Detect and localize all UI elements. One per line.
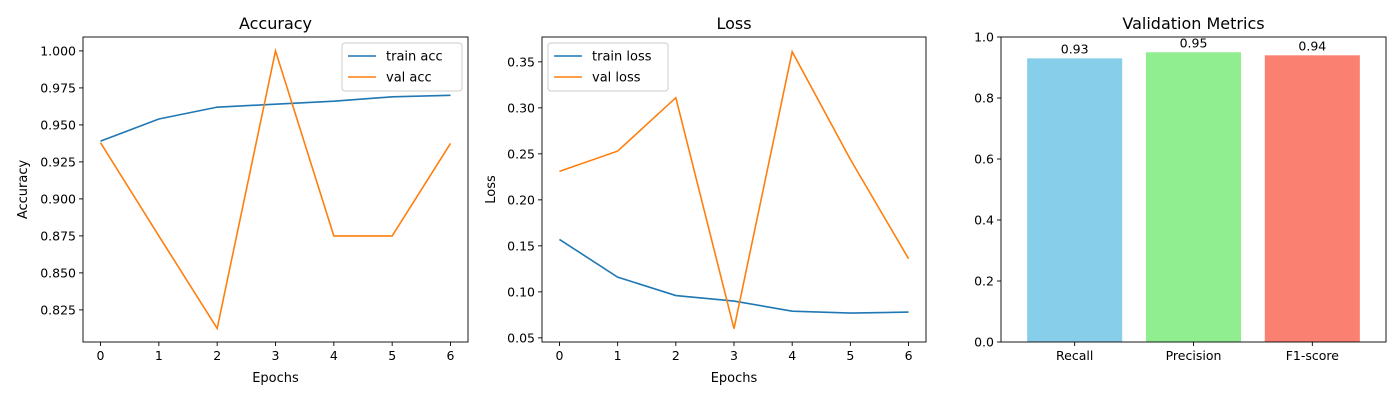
chart-1-ytick-label: 0.20 — [507, 192, 535, 207]
chart-0-legend-label-0: train acc — [386, 50, 443, 65]
chart-0-ytick-label: 1.000 — [40, 43, 76, 58]
chart-1-xtick-label: 2 — [672, 348, 680, 363]
chart-1-legend-label-0: train loss — [592, 50, 652, 65]
chart-2-bar-recall — [1027, 58, 1123, 342]
chart-0-ytick-label: 0.850 — [40, 265, 76, 280]
chart-0-xtick-label: 0 — [97, 348, 105, 363]
chart-1-legend-box — [547, 42, 669, 92]
chart-0-xlabel: Epochs — [252, 371, 299, 386]
chart-1-xtick-label: 0 — [555, 348, 563, 363]
chart-0: Accuracy 0 1 2 3 4 5 6 0.825 0.850 0.875 0.900 0.925… — [16, 14, 469, 386]
chart-1-ytick-label: 0.10 — [507, 284, 535, 299]
chart-2-ytick-label: 0.4 — [974, 213, 994, 228]
chart-1-ylabel: Loss — [484, 175, 499, 204]
chart-2-bar-value-label: 0.95 — [1180, 35, 1208, 50]
chart-2-ytick-label: 0.8 — [974, 91, 994, 106]
chart-0-ylabel: Accuracy — [16, 160, 31, 220]
chart-2-bar-value-label: 0.94 — [1298, 38, 1326, 53]
chart-0-xtick-label: 2 — [213, 348, 221, 363]
chart-2: 0.93 0.95 0.94 Validation Metrics Recall Prec… — [974, 14, 1387, 363]
chart-1-xlabel: Epochs — [711, 371, 758, 386]
chart-0-ytick-label: 0.925 — [40, 154, 76, 169]
chart-2-ytick-label: 1.0 — [974, 30, 994, 45]
chart-0-legend: train acc val acc — [341, 42, 463, 92]
chart-2-bar-precision — [1145, 52, 1242, 342]
chart-1-series-0-line — [559, 238, 909, 314]
chart-1-xtick-label: 5 — [846, 348, 854, 363]
chart-1: Loss 0 1 2 3 4 5 6 0.05 0.10 0.15 0.20 0.25 0.30 0.35 E… — [484, 14, 927, 386]
chart-0-xtick-label: 1 — [155, 348, 163, 363]
chart-2-title: Validation Metrics — [1122, 14, 1264, 33]
chart-1-ytick-label: 0.30 — [507, 100, 535, 115]
chart-0-ytick-label: 0.975 — [40, 80, 76, 95]
chart-1-title: Loss — [716, 14, 751, 33]
chart-1-xtick-label: 3 — [730, 348, 738, 363]
chart-2-ytick-label: 0.6 — [974, 152, 994, 167]
chart-1-xtick-label: 1 — [614, 348, 622, 363]
chart-1-legend-label-1: val loss — [592, 71, 641, 86]
chart-1-ytick-label: 0.25 — [507, 146, 535, 161]
chart-2-xtick-label: F1-score — [1286, 348, 1340, 363]
chart-2-ytick-label: 0.0 — [974, 335, 994, 350]
chart-1-xtick-label: 4 — [788, 348, 796, 363]
chart-0-title: Accuracy — [239, 14, 312, 33]
chart-0-xtick-label: 6 — [447, 348, 455, 363]
chart-2-ytick-label: 0.2 — [974, 274, 994, 289]
chart-2-xtick-label: Precision — [1166, 348, 1222, 363]
chart-0-legend-label-1: val acc — [386, 71, 432, 86]
chart-0-ytick-label: 0.825 — [40, 302, 76, 317]
chart-2-xtick-label: Recall — [1056, 348, 1093, 363]
chart-0-series-1-line — [99, 47, 452, 331]
chart-0-xtick-label: 4 — [330, 348, 338, 363]
chart-1-legend: train loss val loss — [547, 42, 669, 92]
chart-1-xtick-label: 6 — [905, 348, 913, 363]
chart-0-ytick-label: 0.900 — [40, 191, 76, 206]
chart-0-legend-box — [341, 42, 463, 92]
chart-0-xtick-label: 3 — [272, 348, 280, 363]
chart-0-ytick-label: 0.875 — [40, 228, 76, 243]
chart-0-ytick-label: 0.950 — [40, 117, 76, 132]
chart-0-series-0-line — [100, 94, 451, 142]
chart-0-xtick-label: 5 — [388, 348, 396, 363]
chart-1-ytick-label: 0.35 — [507, 54, 535, 69]
chart-1-ytick-label: 0.15 — [507, 238, 535, 253]
chart-1-ytick-label: 0.05 — [507, 330, 535, 345]
chart-1-series-1-line — [559, 49, 910, 329]
chart-2-bar-value-label: 0.93 — [1061, 41, 1089, 56]
chart-2-bar-f1-score — [1264, 55, 1360, 343]
